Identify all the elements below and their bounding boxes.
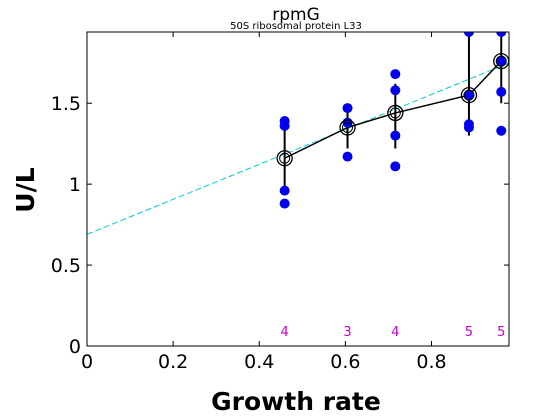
- mean-marker: [339, 119, 356, 136]
- x-tick-label: 0.2: [158, 351, 188, 373]
- data-point: [496, 125, 507, 136]
- chart-title: rpmG: [272, 5, 320, 25]
- mean-marker-inner: [279, 152, 291, 164]
- y-tick-label: 0.5: [51, 255, 81, 277]
- mean-marker-inner: [463, 89, 475, 101]
- y-tick-label: 1.5: [51, 93, 81, 115]
- plot-area: 4 3 4 5 5 0 0.2 0.4 0.6 0.8 0 0.5 1 1.5: [51, 31, 510, 373]
- data-point: [390, 85, 401, 96]
- sample-count-label: 5: [465, 325, 473, 340]
- data-point: [390, 161, 401, 172]
- data-point: [279, 120, 290, 131]
- data-point: [496, 32, 507, 37]
- data-point: [496, 56, 507, 67]
- data-point: [279, 185, 290, 196]
- sample-count-label: 5: [497, 325, 505, 340]
- mean-marker: [460, 86, 478, 104]
- data-point: [496, 86, 507, 97]
- plot-contents: 4 3 4 5 5: [87, 32, 509, 340]
- y-tick-label: 0: [69, 336, 81, 358]
- x-tick-label: 0.4: [244, 351, 274, 373]
- mean-marker-inner: [495, 55, 507, 67]
- data-point: [390, 130, 401, 141]
- data-point: [342, 103, 353, 114]
- data-point: [463, 32, 474, 37]
- data-point: [279, 198, 290, 209]
- mean-marker: [387, 104, 404, 122]
- y-tick-label: 1: [69, 174, 81, 196]
- data-point: [342, 151, 353, 162]
- axes-frame: [86, 31, 510, 347]
- chart-subtitle: 50S ribosomal protein L33: [230, 21, 362, 32]
- mean-marker-inner: [389, 107, 401, 119]
- data-point: [390, 69, 401, 80]
- x-tick-label: 0: [81, 351, 93, 373]
- x-tick-label: 0.6: [330, 351, 360, 373]
- sample-count-label: 4: [391, 325, 399, 340]
- data-point: [463, 122, 474, 133]
- sample-count-label: 3: [343, 325, 351, 340]
- mean-marker-inner: [342, 121, 354, 133]
- mean-marker: [276, 150, 293, 167]
- x-tick-label: 0.8: [416, 351, 446, 373]
- x-axis-title: Growth rate: [211, 387, 381, 416]
- y-axis-title: U/L: [11, 167, 40, 212]
- sample-count-label: 4: [281, 325, 289, 340]
- fit-line: [87, 62, 509, 235]
- data-point: [463, 90, 474, 101]
